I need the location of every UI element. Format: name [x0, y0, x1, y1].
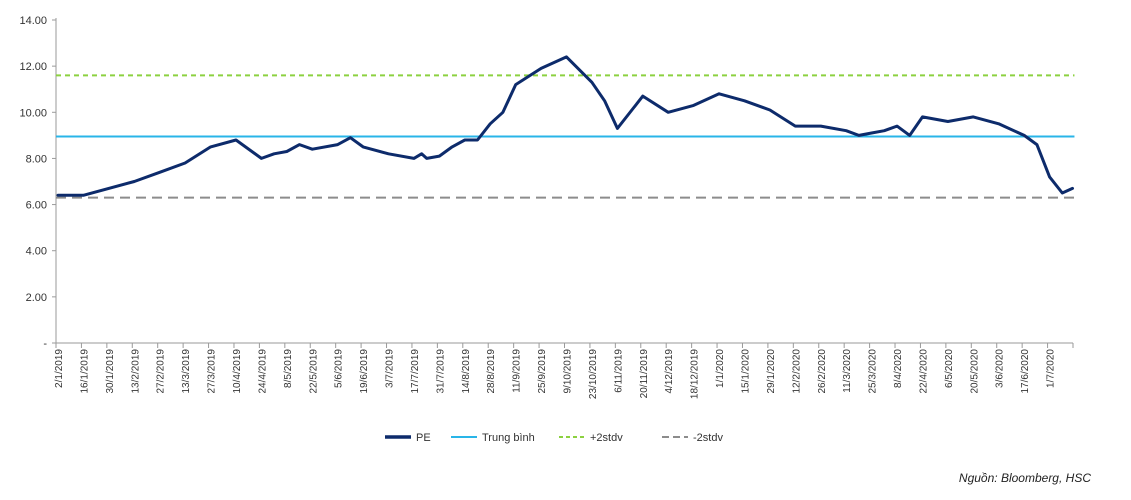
x-tick-label: 18/12/2019 — [690, 349, 701, 399]
x-tick-label: 27/3/2019 — [207, 349, 218, 394]
x-axis: 2/1/2019 16/1/2019 30/1/2019 13/2/2019 27/2/… — [54, 342, 1074, 399]
legend-label: PE — [416, 432, 431, 444]
x-tick-label: 22/4/2020 — [918, 349, 929, 394]
x-tick-label: 9/10/2019 — [563, 349, 574, 394]
x-tick-label: 31/7/2019 — [435, 349, 446, 394]
x-tick-label: 23/10/2019 — [588, 349, 599, 399]
y-tick-label: 14.00 — [19, 15, 47, 27]
x-tick-label: 14/8/2019 — [461, 349, 472, 394]
x-tick-label: 22/5/2019 — [308, 349, 319, 394]
legend-label: -2stdv — [693, 432, 723, 444]
series-line-pe — [56, 55, 1074, 197]
x-tick-label: 10/4/2019 — [232, 349, 243, 394]
y-tick-label: 6.00 — [26, 200, 47, 212]
x-tick-label: 11/9/2019 — [512, 349, 523, 393]
x-tick-label: 25/9/2019 — [537, 349, 548, 394]
legend-label: Trung bình — [482, 432, 535, 444]
source-note: Nguồn: Bloomberg, HSC — [958, 471, 1091, 485]
x-tick-label: 20/5/2020 — [969, 349, 980, 394]
x-tick-label: 4/12/2019 — [664, 349, 675, 394]
legend-label: +2stdv — [590, 432, 623, 444]
x-tick-label: 13/3/2019 — [181, 349, 192, 394]
y-tick-label: 8.00 — [26, 153, 47, 165]
y-tick-label: 2.00 — [26, 292, 47, 304]
x-tick-label: 8/5/2019 — [283, 349, 294, 388]
x-tick-label: 11/3/2020 — [842, 349, 853, 393]
x-tick-label: 3/6/2020 — [995, 349, 1006, 388]
x-tick-label: 20/11/2019 — [639, 349, 650, 399]
x-tick-label: 30/1/2019 — [105, 349, 116, 394]
x-tick-label: 17/7/2019 — [410, 349, 421, 394]
y-tick-label: 10.00 — [19, 107, 47, 119]
x-tick-label: 15/1/2020 — [740, 349, 751, 394]
x-tick-label: 6/11/2019 — [613, 349, 624, 393]
x-tick-label: 12/2/2020 — [791, 349, 802, 394]
x-tick-label: 1/1/2020 — [715, 349, 726, 388]
x-tick-label: 3/7/2019 — [385, 349, 396, 388]
y-tick-label: 12.00 — [19, 61, 47, 73]
y-tick-label: 4.00 — [26, 246, 47, 258]
x-tick-label: 27/2/2019 — [156, 349, 167, 394]
x-tick-label: 17/6/2020 — [1020, 349, 1031, 394]
x-tick-label: 19/6/2019 — [359, 349, 370, 394]
x-tick-label: 24/4/2019 — [257, 349, 268, 394]
x-tick-label: 6/5/2020 — [944, 349, 955, 388]
x-tick-label: 13/2/2019 — [130, 349, 141, 394]
x-tick-label: 25/3/2020 — [868, 349, 879, 394]
x-tick-label: 28/8/2019 — [486, 349, 497, 394]
legend: PE Trung bình +2stdv -2stdv — [385, 432, 723, 444]
x-tick-label: 16/1/2019 — [79, 349, 90, 394]
y-tick-label: - — [43, 338, 47, 350]
y-axis: - 2.00 4.00 6.00 8.00 10.00 12.00 14.00 — [19, 15, 57, 350]
x-tick-label: 5/6/2019 — [334, 349, 345, 388]
x-tick-label: 29/1/2020 — [766, 349, 777, 394]
x-tick-label: 8/4/2020 — [893, 349, 904, 388]
x-tick-label: 2/1/2019 — [54, 349, 65, 388]
chart-lines — [56, 55, 1075, 199]
x-tick-label: 26/2/2020 — [817, 349, 828, 394]
x-tick-label: 1/7/2020 — [1046, 349, 1057, 388]
